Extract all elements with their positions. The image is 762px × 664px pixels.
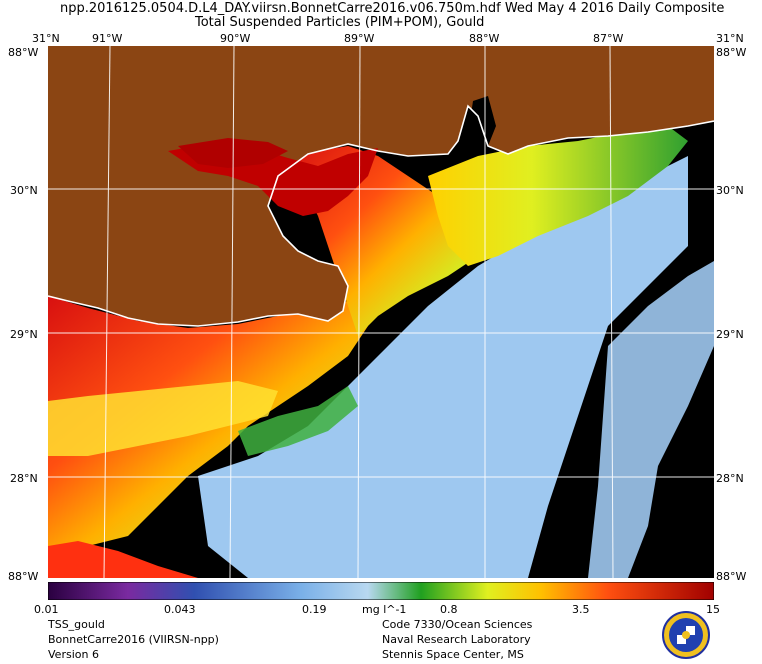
map-canvas bbox=[48, 46, 714, 578]
colorbar bbox=[47, 581, 715, 601]
clear-water-region bbox=[198, 156, 688, 578]
image-subtitle: Total Suspended Particles (PIM+POM), Gou… bbox=[195, 15, 485, 30]
meridian-90w bbox=[229, 46, 235, 578]
footer-location: Stennis Space Center, MS bbox=[382, 648, 524, 661]
lon-label-91w: 91°W bbox=[92, 32, 123, 45]
colorbar-label-max: 15 bbox=[706, 603, 720, 616]
plume-south-coast bbox=[48, 541, 198, 578]
mobile-bay bbox=[470, 96, 496, 146]
colorbar-canvas bbox=[47, 581, 715, 601]
lon-label-top-right-corner: 88°W bbox=[716, 46, 747, 59]
colorbar-label-0043: 0.043 bbox=[164, 603, 196, 616]
lat-label-28n-left: 28°N bbox=[10, 472, 38, 485]
land-area bbox=[48, 46, 714, 326]
meridian-91w bbox=[103, 46, 111, 578]
colorbar-label-min: 0.01 bbox=[34, 603, 59, 616]
satellite-map bbox=[48, 46, 714, 578]
lat-label-29n-left: 29°N bbox=[10, 328, 38, 341]
colorbar-label-08: 0.8 bbox=[440, 603, 458, 616]
lon-label-bottom-left: 88°W bbox=[8, 570, 39, 583]
lon-label-89w: 89°W bbox=[344, 32, 375, 45]
meridian-87w bbox=[609, 46, 614, 578]
lon-label-90w: 90°W bbox=[220, 32, 251, 45]
footer-project: BonnetCarre2016 (VIIRSN-npp) bbox=[48, 633, 219, 646]
footer-lab: Naval Research Laboratory bbox=[382, 633, 531, 646]
lat-label-top-left: 31°N bbox=[32, 32, 60, 45]
navy-research-seal-icon bbox=[662, 611, 710, 659]
lat-label-29n-right: 29°N bbox=[716, 328, 744, 341]
colorbar-label-35: 3.5 bbox=[572, 603, 590, 616]
coastline bbox=[48, 104, 714, 327]
graticule bbox=[48, 46, 714, 578]
lat-label-30n-left: 30°N bbox=[10, 184, 38, 197]
plume-green-band bbox=[238, 386, 358, 456]
footer-code: Code 7330/Ocean Sciences bbox=[382, 618, 533, 631]
lat-label-top-right: 31°N bbox=[716, 32, 744, 45]
lat-label-28n-right: 28°N bbox=[716, 472, 744, 485]
clear-water-east bbox=[588, 261, 714, 578]
footer-product: TSS_gould bbox=[48, 618, 105, 631]
meridian-89w bbox=[357, 46, 361, 578]
lon-label-87w: 87°W bbox=[593, 32, 624, 45]
lon-label-top-left-corner: 88°W bbox=[8, 46, 39, 59]
image-title: npp.2016125.0504.D.L4_DAY.viirsn.BonnetC… bbox=[60, 1, 725, 16]
lat-label-30n-right: 30°N bbox=[716, 184, 744, 197]
lon-label-88w: 88°W bbox=[469, 32, 500, 45]
colorbar-label-019: 0.19 bbox=[302, 603, 327, 616]
footer-version: Version 6 bbox=[48, 648, 99, 661]
east-shelf-plume bbox=[428, 126, 688, 266]
lon-label-bottom-right: 88°W bbox=[716, 570, 747, 583]
colorbar-units: mg l^-1 bbox=[362, 603, 407, 616]
